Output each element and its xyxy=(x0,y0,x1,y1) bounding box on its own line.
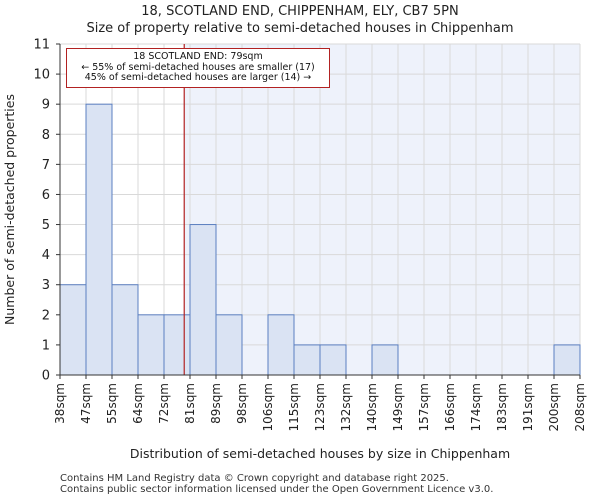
histogram-bar xyxy=(319,344,347,376)
y-tick-label: 9 xyxy=(42,98,50,113)
chart-title-line1: 18, SCOTLAND END, CHIPPENHAM, ELY, CB7 5… xyxy=(141,4,459,19)
x-tick-label: 98sqm xyxy=(235,383,249,424)
highlight-region xyxy=(184,44,580,375)
x-tick-label: 123sqm xyxy=(313,383,327,431)
y-tick-label: 11 xyxy=(33,38,50,53)
y-tick-label: 4 xyxy=(42,248,50,263)
histogram-bar xyxy=(189,224,217,376)
y-tick-label: 10 xyxy=(33,68,50,83)
annotation-larger: 45% of semi-detached houses are larger (… xyxy=(84,72,312,84)
x-tick-label: 174sqm xyxy=(469,383,483,431)
histogram-bar xyxy=(215,314,243,376)
y-tick-label: 5 xyxy=(42,218,50,233)
chart-subtitle: Size of property relative to semi-detach… xyxy=(86,21,514,36)
annotation-box: 18 SCOTLAND END: 79sqm ← 55% of semi-det… xyxy=(66,48,330,88)
y-tick-label: 8 xyxy=(42,128,50,143)
x-tick-label: 38sqm xyxy=(53,383,67,424)
y-tick-label: 6 xyxy=(42,188,50,203)
x-tick-label: 149sqm xyxy=(391,383,405,431)
histogram-bar xyxy=(293,344,321,376)
x-tick-label: 132sqm xyxy=(339,383,353,431)
footer-copyright: Contains HM Land Registry data © Crown c… xyxy=(60,473,449,484)
x-tick-label: 115sqm xyxy=(287,383,301,431)
histogram-bar xyxy=(163,314,191,376)
x-tick-label: 64sqm xyxy=(131,383,145,424)
histogram-bar xyxy=(553,344,581,376)
x-tick-label: 157sqm xyxy=(417,383,431,431)
histogram-chart: 0 1 2 3 4 5 6 7 8 9 10 11 38sqm 47sqm 55sqm 64sqm 72sqm 8… xyxy=(2,38,587,462)
histogram-bar xyxy=(85,103,113,376)
histogram-bar xyxy=(111,284,139,376)
footer-licence: Contains public sector information licen… xyxy=(60,484,494,495)
annotation-property: 18 SCOTLAND END: 79sqm xyxy=(133,51,263,62)
x-tick-label: 106sqm xyxy=(261,383,275,431)
x-tick-label: 183sqm xyxy=(495,383,509,431)
annotation-smaller: ← 55% of semi-detached houses are smalle… xyxy=(81,61,315,73)
y-tick-label: 2 xyxy=(42,308,50,323)
y-tick-label: 3 xyxy=(42,278,50,293)
x-tick-label: 140sqm xyxy=(365,383,379,431)
histogram-bar xyxy=(371,344,399,376)
histogram-bar xyxy=(267,314,295,376)
x-axis-label: Distribution of semi-detached houses by … xyxy=(130,446,510,461)
histogram-bar xyxy=(59,284,87,376)
x-tick-label: 208sqm xyxy=(573,383,587,431)
x-tick-label: 200sqm xyxy=(547,383,561,431)
y-axis-label: Number of semi-detached properties xyxy=(2,94,17,325)
x-tick-label: 191sqm xyxy=(521,383,535,431)
y-tick-label: 0 xyxy=(42,369,50,384)
x-tick-label: 72sqm xyxy=(157,383,171,424)
x-tick-label: 89sqm xyxy=(209,383,223,424)
y-tick-label: 1 xyxy=(42,338,50,353)
x-tick-label: 47sqm xyxy=(79,383,93,424)
x-tick-label: 81sqm xyxy=(183,383,197,424)
histogram-bar xyxy=(137,314,165,376)
x-tick-label: 166sqm xyxy=(443,383,457,431)
y-tick-label: 7 xyxy=(42,158,50,173)
x-tick-label: 55sqm xyxy=(105,383,119,424)
